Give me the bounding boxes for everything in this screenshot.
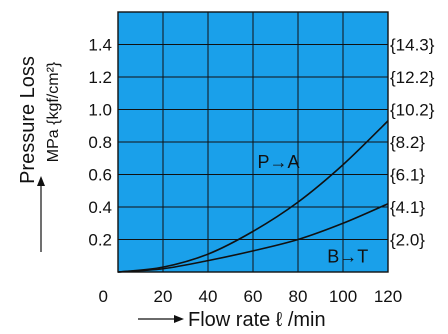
y-tick-label: 0.2 xyxy=(88,231,112,250)
x-axis-title: Flow rate ℓ /min xyxy=(188,309,326,331)
data-curves xyxy=(117,120,389,273)
y-tick-label: 0.4 xyxy=(88,198,112,217)
y2-tick-labels: {2.0} {4.1} {6.1} {8.2} {10.2} {12.2} {14.3} xyxy=(390,36,435,250)
x-tick-label: 20 xyxy=(154,287,173,306)
y-axis-arrow-icon xyxy=(37,176,45,252)
x-tick-label: 60 xyxy=(244,287,263,306)
y-tick-label: 1.4 xyxy=(88,36,112,55)
y2-tick-label: {14.3} xyxy=(390,36,435,55)
y2-tick-label: {2.0} xyxy=(390,231,425,250)
series-line xyxy=(117,120,389,273)
y2-tick-label: {10.2} xyxy=(390,101,435,120)
y-tick-label: 1.0 xyxy=(88,101,112,120)
y2-tick-label: {4.1} xyxy=(390,198,425,217)
series-label: B→T xyxy=(327,246,368,266)
series-labels: P→A B→T xyxy=(258,152,369,266)
y2-tick-label: {6.1} xyxy=(390,166,425,185)
x-tick-labels: 0 20 40 60 80 100 120 xyxy=(99,287,403,306)
y-tick-label: 0.8 xyxy=(88,133,112,152)
y-axis-units: MPa {kgf/cm²} xyxy=(45,61,62,162)
y-tick-label: 1.2 xyxy=(88,68,112,87)
plot-frame xyxy=(117,11,389,273)
x-tick-label: 120 xyxy=(374,287,402,306)
x-tick-label: 0 xyxy=(99,287,108,306)
x-axis-arrow-icon xyxy=(138,315,184,323)
series-label: P→A xyxy=(258,152,300,172)
y2-tick-label: {12.2} xyxy=(390,68,435,87)
series-line xyxy=(117,203,389,273)
y-tick-labels: 0.2 0.4 0.6 0.8 1.0 1.2 1.4 xyxy=(88,36,112,250)
y2-tick-label: {8.2} xyxy=(390,133,425,152)
y-axis-title: Pressure Loss xyxy=(17,56,39,184)
x-tick-label: 80 xyxy=(289,287,308,306)
x-tick-label: 100 xyxy=(329,287,357,306)
x-tick-label: 40 xyxy=(199,287,218,306)
y-tick-label: 0.6 xyxy=(88,166,112,185)
